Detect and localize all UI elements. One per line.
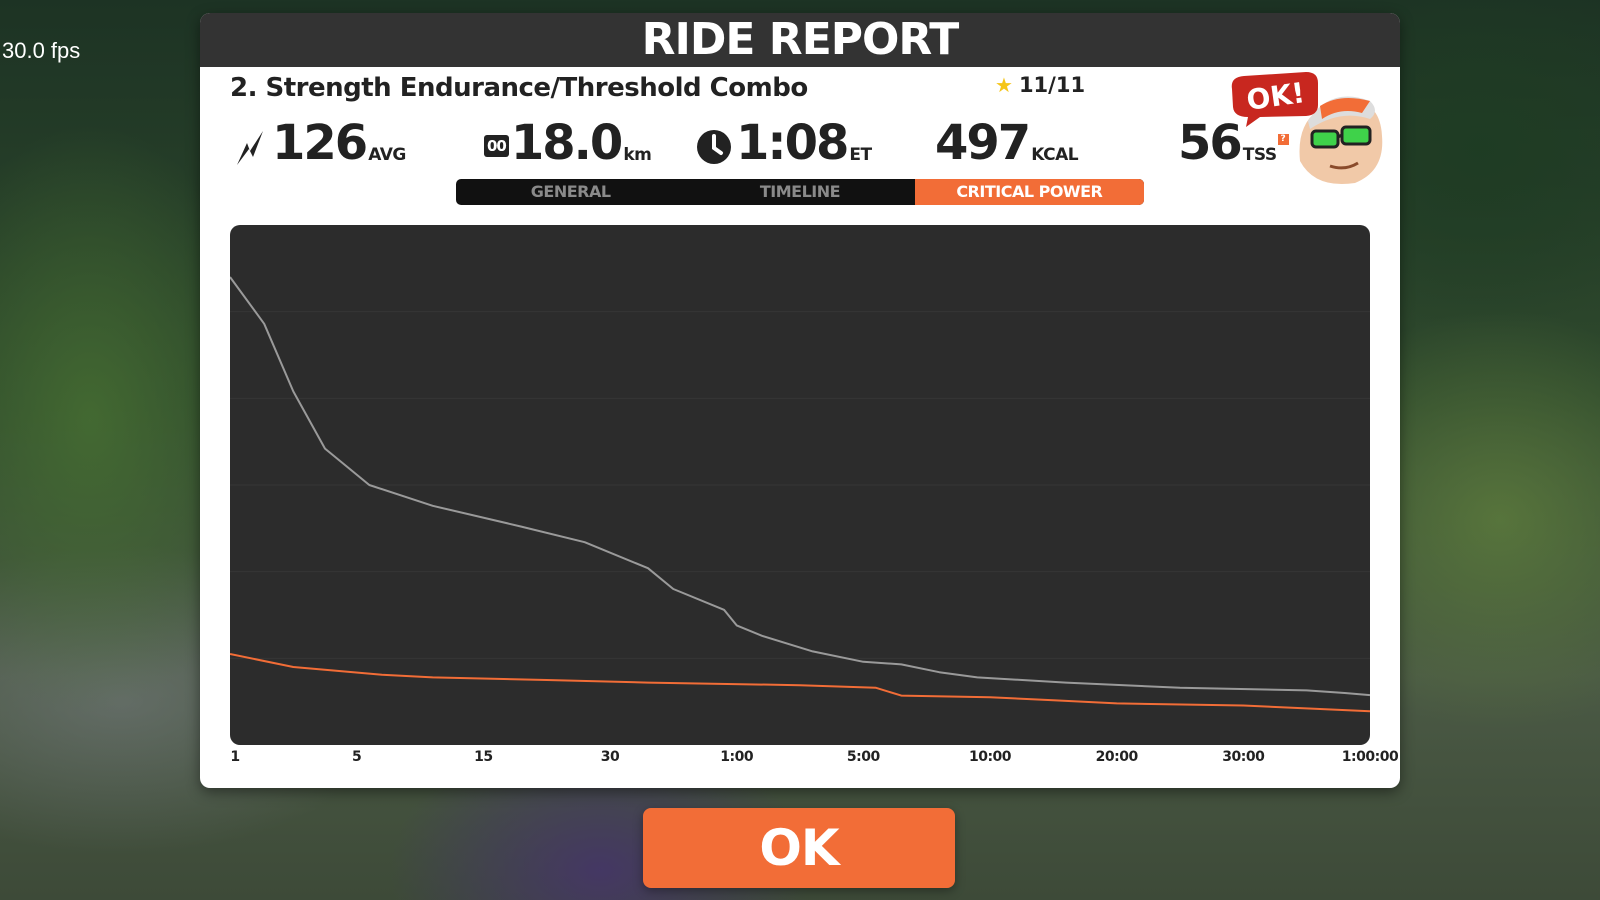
coach-mascot-avatar: OK! <box>1231 72 1383 185</box>
calories-unit: KCAL <box>1031 145 1079 165</box>
star-icon: ★ <box>995 73 1013 97</box>
avg-power-unit: AVG <box>368 145 406 165</box>
stat-calories: 497 KCAL <box>935 115 1079 171</box>
mascot-badge-text: OK! <box>1244 76 1306 117</box>
clock-icon <box>696 127 732 167</box>
dialog-title: RIDE REPORT <box>200 13 1400 67</box>
tab-critical-power[interactable]: CRITICAL POWER <box>914 179 1144 205</box>
x-axis-ticks: 1 5 15 30 1:00 5:00 10:00 20:00 30:00 1:00:00 <box>200 749 1400 769</box>
series-line-ride <box>230 653 1370 713</box>
critical-power-chart <box>230 225 1370 745</box>
report-tabs: GENERAL TIMELINE CRITICAL POWER <box>456 179 1144 205</box>
x-tick-label: 5 <box>352 749 362 765</box>
fps-counter: 30.0 fps <box>2 38 81 63</box>
calories-value: 497 <box>935 115 1031 171</box>
elapsed-time-unit: ET <box>849 145 872 165</box>
x-tick-label: 20:00 <box>1095 749 1139 765</box>
x-tick-label: 10:00 <box>968 749 1012 765</box>
tss-unit: TSS <box>1242 145 1277 165</box>
series-line-best <box>230 276 1370 697</box>
distance-value: 18.0 <box>510 115 623 171</box>
help-icon[interactable]: ? <box>1277 134 1289 145</box>
x-tick-label: 30 <box>600 749 620 765</box>
odometer-icon: 00 <box>484 135 509 157</box>
lightning-icon <box>232 127 268 167</box>
stat-elapsed-time: 1:08 ET <box>696 119 872 167</box>
stars-count: 11/11 <box>1018 73 1086 97</box>
stat-avg-power: 126 AVG <box>232 119 406 167</box>
distance-unit: km <box>623 145 652 165</box>
x-tick-label: 1:00 <box>720 749 754 765</box>
tab-timeline[interactable]: TIMELINE <box>759 182 841 201</box>
tab-general[interactable]: GENERAL <box>530 182 611 201</box>
x-tick-label: 30:00 <box>1222 749 1265 765</box>
ok-button[interactable]: OK <box>643 808 955 888</box>
x-tick-label: 1:00:00 <box>1341 749 1399 765</box>
ride-report-dialog: RIDE REPORT 2. Strength Endurance/Thresh… <box>200 13 1400 788</box>
stat-tss: 56 TSS ? <box>1178 119 1289 167</box>
avg-power-value: 126 <box>272 115 368 171</box>
x-tick-label: 1 <box>230 749 240 765</box>
workout-stars: ★ 11/11 <box>995 73 1085 97</box>
stat-distance: 00 18.0 km <box>484 115 652 171</box>
critical-power-chart-svg <box>230 276 1370 713</box>
tss-value: 56 <box>1178 115 1243 171</box>
elapsed-time-value: 1:08 <box>736 115 849 171</box>
workout-name: 2. Strength Endurance/Threshold Combo <box>230 73 808 103</box>
x-tick-label: 5:00 <box>846 749 880 765</box>
x-tick-label: 15 <box>474 749 493 765</box>
